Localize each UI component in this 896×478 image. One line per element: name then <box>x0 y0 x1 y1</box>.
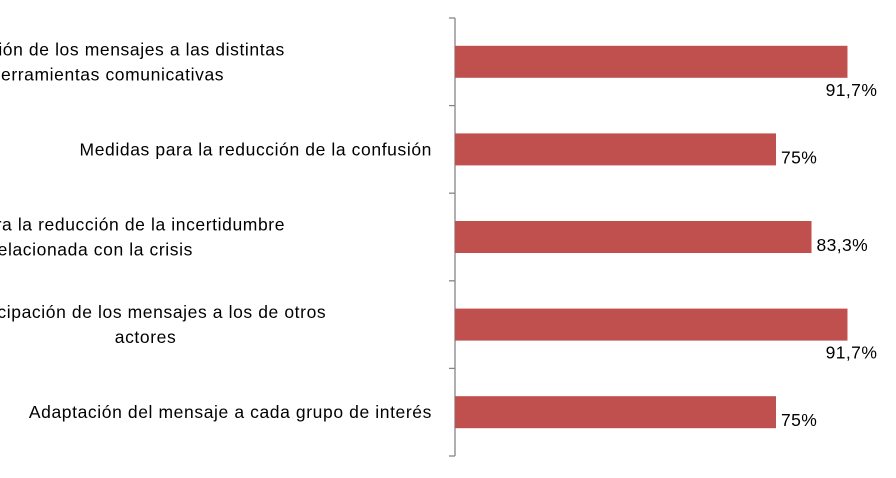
category-label: Medidas para la reducción de la confusió… <box>80 139 432 159</box>
bar <box>455 396 776 429</box>
bars <box>455 45 848 429</box>
data-label: 91,7% <box>826 80 878 100</box>
category-label: Adaptación de los mensajes a las distint… <box>0 39 285 84</box>
category-label: Medidas para la reducción de la incertid… <box>0 215 285 260</box>
y-axis-ticks <box>449 17 455 457</box>
bar <box>455 308 848 341</box>
data-label: 75% <box>781 410 817 430</box>
data-label: 75% <box>781 147 817 167</box>
category-label: Anticipación de los mensajes a los de ot… <box>0 302 326 347</box>
category-label: Adaptación del mensaje a cada grupo de i… <box>29 402 432 422</box>
data-labels: 91,7% 75% 83,3% 91,7% 75% <box>781 80 877 430</box>
data-label: 91,7% <box>826 343 878 363</box>
bar <box>455 221 812 253</box>
bar <box>455 133 776 166</box>
category-labels: Adaptación de los mensajes a las distint… <box>0 39 432 422</box>
bar <box>455 45 848 78</box>
data-label: 83,3% <box>817 235 869 255</box>
